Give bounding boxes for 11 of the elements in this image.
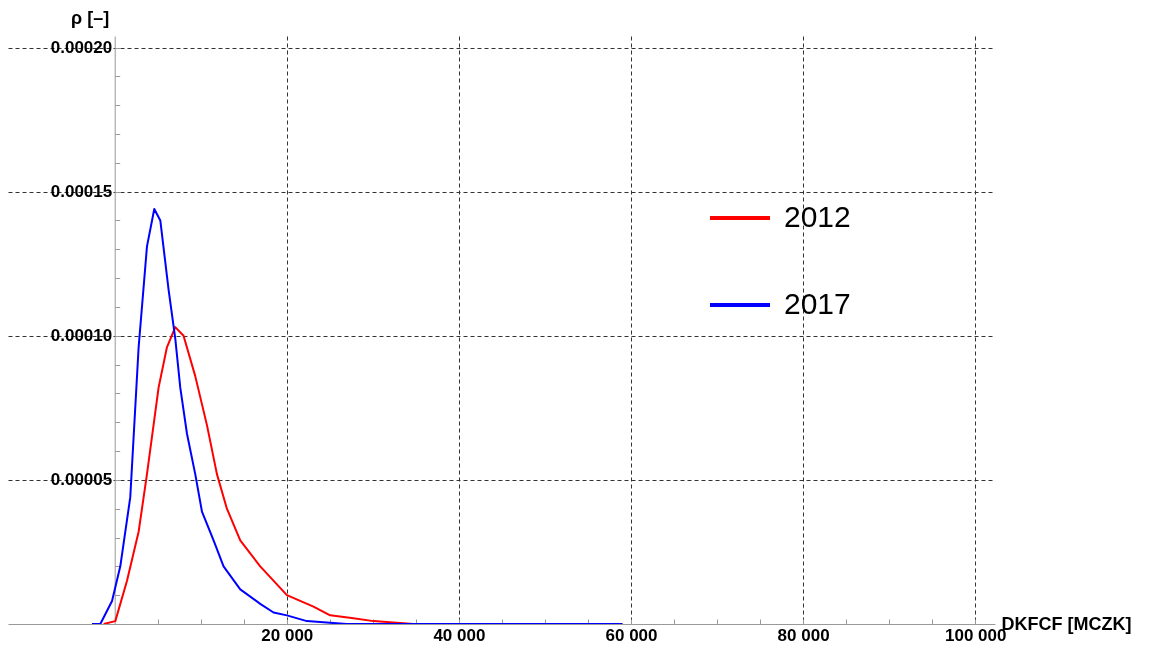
y-tick-label: 0.00020 [50, 38, 113, 58]
x-tick-label: 20 000 [261, 625, 314, 645]
legend-label: 2012 [784, 200, 851, 233]
legend-label: 2017 [784, 287, 851, 320]
y-tick-label: 0.00005 [50, 470, 113, 490]
x-tick-label: 40 000 [433, 625, 486, 645]
y-tick-label: 0.00015 [50, 182, 113, 202]
x-tick-label: 80 000 [777, 625, 830, 645]
x-tick-label: 60 000 [605, 625, 658, 645]
y-axis-title: ρ [–] [71, 7, 110, 28]
y-tick-label: 0.00010 [50, 326, 113, 346]
